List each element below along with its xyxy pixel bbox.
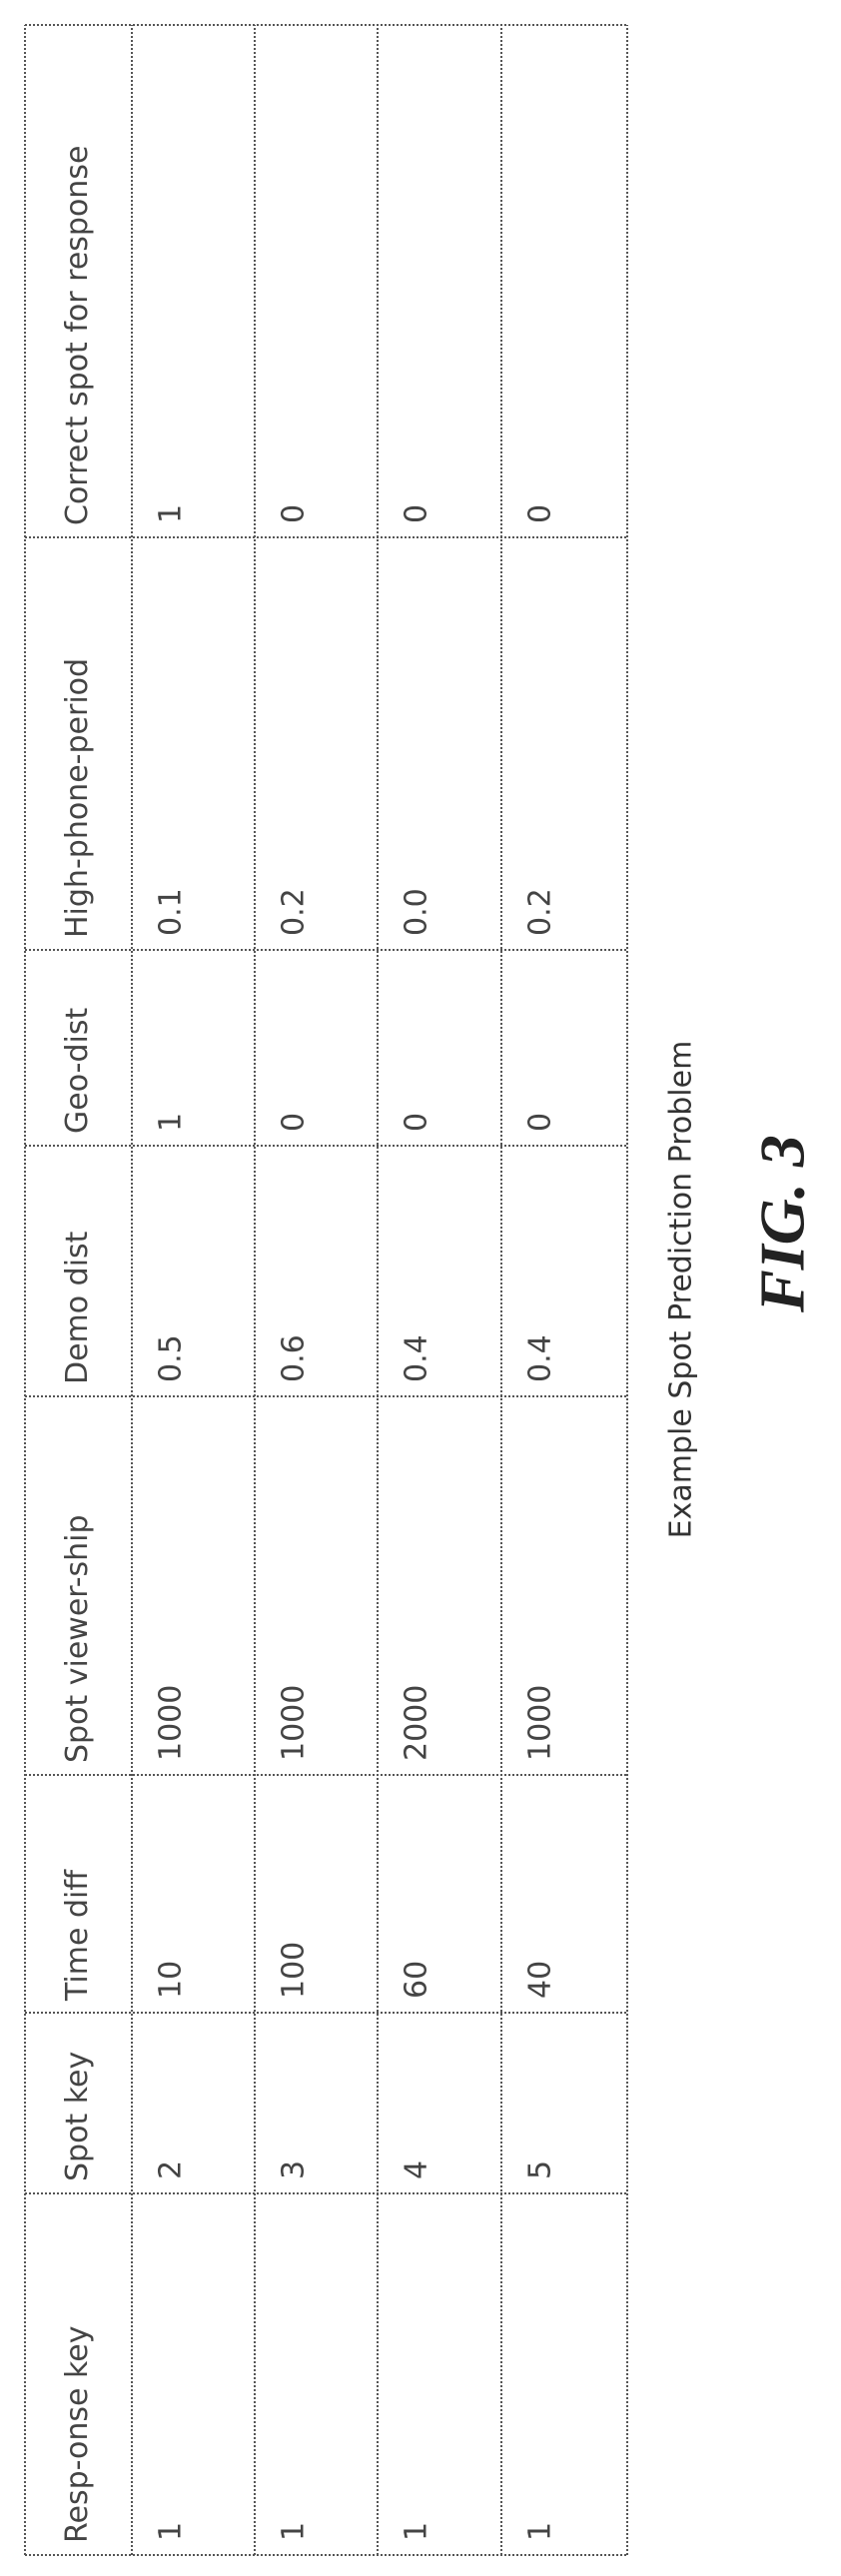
table-cell: 10 <box>154 1961 189 1999</box>
table-cell: 1 <box>400 2522 434 2541</box>
header-cell: Geo-dist <box>60 1008 95 1134</box>
table-cell: 0 <box>277 1113 312 1132</box>
table-cell: 2000 <box>400 1685 434 1761</box>
table-cell: 0 <box>523 1113 558 1132</box>
header-cell: High-phone-period <box>60 658 95 938</box>
table-cell: 0.0 <box>400 888 434 936</box>
header-cell: Spot viewer-ship <box>60 1514 95 1763</box>
table-cell: 0 <box>400 504 434 523</box>
header-cell: Spot key <box>60 2052 95 2181</box>
table-cell: 100 <box>277 1942 312 1999</box>
table-cell: 1 <box>154 1113 189 1132</box>
table-cell: 1000 <box>277 1685 312 1761</box>
rotated-content: Example Spot Prediction Problem FIG. 3 R… <box>25 25 818 2555</box>
table-cell: 0 <box>400 1113 434 1132</box>
table-cell: 0.4 <box>523 1334 558 1382</box>
table-cell: 40 <box>523 1961 558 1999</box>
table-cell: 1 <box>277 2522 312 2541</box>
header-cell: Demo dist <box>60 1231 95 1384</box>
table-cell: 1 <box>154 2522 189 2541</box>
table-cell: 1 <box>523 2522 558 2541</box>
table-cell: 0.5 <box>154 1334 189 1382</box>
table-cell: 2 <box>154 2160 189 2179</box>
table-cell: 5 <box>523 2160 558 2179</box>
table-cell: 1000 <box>523 1685 558 1761</box>
table-cell: 60 <box>400 1961 434 1999</box>
table-cell: 1 <box>154 504 189 523</box>
table-cell: 1000 <box>154 1685 189 1761</box>
header-cell: Time diff <box>60 1869 95 2002</box>
caption: Example Spot Prediction Problem <box>664 1041 699 1539</box>
figure-label: FIG. 3 <box>747 1135 818 1313</box>
table-cell: 4 <box>400 2160 434 2179</box>
table-cell: 0.4 <box>400 1334 434 1382</box>
header-cell: Resp-onse key <box>60 2325 95 2543</box>
header-cell: Correct spot for response <box>60 146 95 525</box>
table-cell: 0.2 <box>277 888 312 936</box>
table-cell: 0 <box>277 504 312 523</box>
table-cell: 0.1 <box>154 888 189 936</box>
table-cell: 0.2 <box>523 888 558 936</box>
table-cell: 3 <box>277 2160 312 2179</box>
table-cell: 0 <box>523 504 558 523</box>
table-cell: 0.6 <box>277 1334 312 1382</box>
